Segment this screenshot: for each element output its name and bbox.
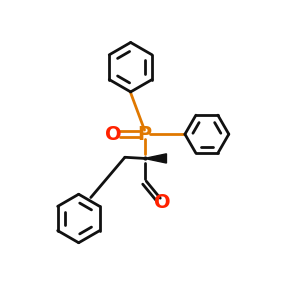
Text: P: P (137, 125, 152, 144)
Text: O: O (105, 125, 122, 144)
Text: O: O (154, 193, 170, 212)
Polygon shape (145, 154, 166, 163)
